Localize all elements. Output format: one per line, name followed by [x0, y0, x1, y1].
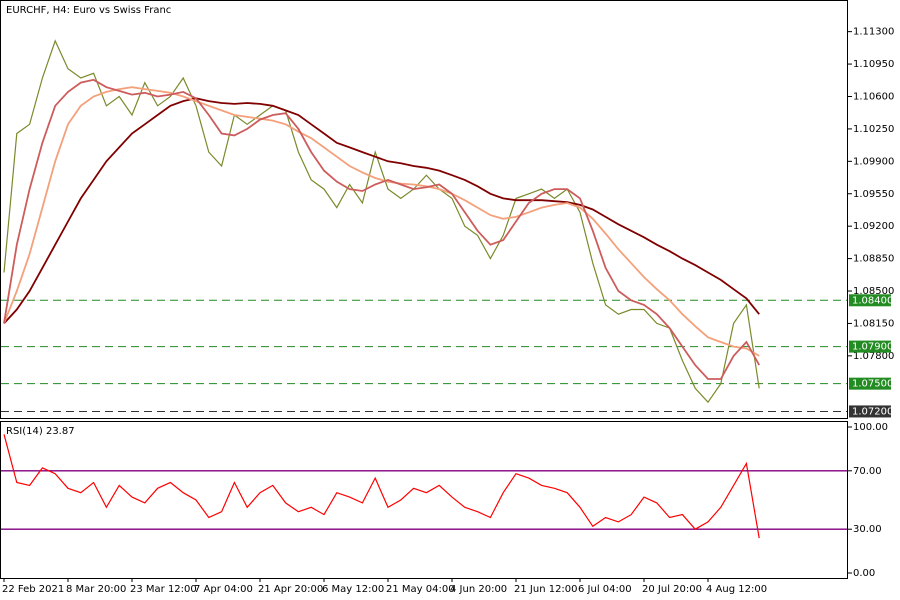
series-line — [3, 434, 760, 539]
y-tick-label: 1.08150 — [853, 318, 894, 329]
level-box — [849, 377, 891, 390]
level-box — [849, 294, 891, 307]
rsi-title: RSI(14) 23.87 — [6, 426, 75, 437]
x-tick-label: 6 Jul 04:00 — [578, 584, 632, 595]
x-tick-label: 23 Mar 12:00 — [130, 584, 197, 595]
x-tick-label: 21 Jun 12:00 — [514, 584, 578, 595]
chart-title: EURCHF, H4: Euro vs Swiss Franc — [6, 5, 171, 16]
x-tick-label: 4 Aug 12:00 — [706, 584, 767, 595]
y-tick-label: 1.07800 — [853, 351, 894, 362]
rsi-panel — [0, 421, 848, 579]
series-line — [3, 39, 760, 404]
y-tick-label: 1.08500 — [853, 286, 894, 297]
level-label: 1.07900 — [852, 342, 893, 353]
y-tick-label: 100.00 — [853, 422, 888, 433]
x-tick-label: 7 Apr 04:00 — [194, 584, 253, 595]
y-tick-label: 0.00 — [853, 568, 875, 579]
series-line — [3, 78, 760, 380]
y-tick-label: 1.10600 — [853, 91, 894, 102]
x-tick-label: 22 Feb 2021 — [2, 584, 64, 595]
x-tick-label: 8 Mar 20:00 — [66, 584, 126, 595]
y-tick-label: 1.08850 — [853, 254, 894, 265]
level-label: 1.07200 — [852, 406, 893, 417]
level-box — [849, 340, 891, 353]
y-tick-label: 1.10950 — [853, 59, 894, 70]
level-label: 1.08400 — [852, 295, 893, 306]
x-tick-label: 4 Jun 20:00 — [450, 584, 507, 595]
y-tick-label: 1.09550 — [853, 189, 894, 200]
x-tick-label: 6 May 12:00 — [322, 584, 384, 595]
y-tick-label: 70.00 — [853, 466, 882, 477]
x-tick-label: 21 May 04:00 — [386, 584, 455, 595]
y-tick-label: 1.09200 — [853, 221, 894, 232]
series-line — [3, 97, 760, 325]
level-box — [849, 405, 891, 418]
x-tick-label: 21 Apr 20:00 — [258, 584, 323, 595]
level-label: 1.07500 — [852, 379, 893, 390]
y-tick-label: 1.10250 — [853, 124, 894, 135]
y-tick-label: 1.11300 — [853, 27, 894, 38]
y-tick-label: 1.09900 — [853, 156, 894, 167]
price-panel — [0, 0, 848, 419]
y-tick-label: 30.00 — [853, 524, 882, 535]
x-tick-label: 20 Jul 20:00 — [642, 584, 702, 595]
series-line — [3, 86, 760, 357]
